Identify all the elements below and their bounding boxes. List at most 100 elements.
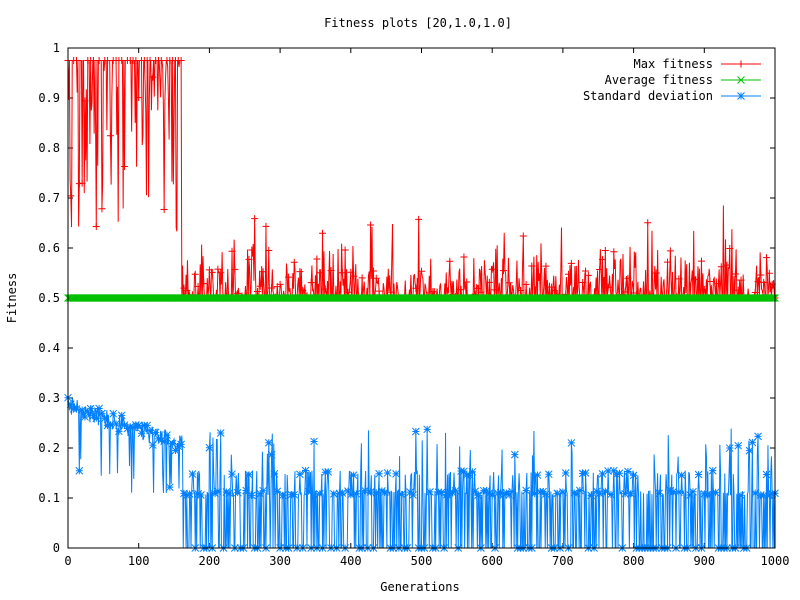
data-point bbox=[664, 258, 672, 266]
data-point bbox=[92, 414, 101, 423]
data-point bbox=[146, 426, 154, 435]
data-point bbox=[81, 413, 89, 421]
data-point bbox=[582, 267, 590, 275]
data-point bbox=[268, 284, 276, 292]
data-point bbox=[737, 92, 745, 100]
data-point bbox=[149, 73, 157, 81]
data-point bbox=[222, 488, 231, 496]
data-point bbox=[460, 253, 468, 261]
data-point bbox=[208, 268, 216, 276]
data-point bbox=[596, 266, 604, 274]
data-point bbox=[768, 489, 777, 498]
data-point bbox=[217, 269, 225, 277]
data-point bbox=[392, 470, 400, 478]
data-point bbox=[725, 444, 734, 452]
data-point bbox=[626, 489, 635, 498]
data-point bbox=[579, 279, 587, 287]
data-point bbox=[443, 490, 451, 499]
x-tick-label: 600 bbox=[481, 554, 503, 568]
data-point bbox=[285, 273, 293, 281]
y-tick-label: 0.4 bbox=[38, 341, 60, 355]
data-point bbox=[165, 483, 174, 492]
data-point bbox=[737, 76, 745, 84]
data-point bbox=[700, 490, 709, 498]
legend-item: Standard deviation bbox=[583, 89, 761, 103]
data-point bbox=[559, 488, 567, 496]
data-point bbox=[174, 442, 183, 451]
series-avg bbox=[64, 294, 779, 302]
data-point bbox=[711, 488, 720, 497]
data-point bbox=[247, 491, 256, 500]
axis-ticks: 0 100 200 300 400 500 600 700 800 900 1000 0 0.1 0.2 0… bbox=[38, 41, 789, 568]
data-point bbox=[717, 263, 725, 271]
data-point bbox=[290, 490, 299, 499]
data-point bbox=[644, 219, 652, 227]
data-point bbox=[329, 490, 338, 498]
data-point bbox=[652, 269, 660, 277]
data-point bbox=[598, 256, 606, 264]
data-point bbox=[474, 491, 482, 500]
data-point bbox=[135, 94, 143, 102]
data-point bbox=[508, 487, 516, 496]
data-point bbox=[488, 265, 496, 273]
data-point bbox=[98, 409, 106, 418]
data-point bbox=[415, 215, 423, 223]
data-point bbox=[581, 469, 590, 477]
data-point bbox=[117, 411, 126, 420]
data-point bbox=[367, 221, 375, 229]
x-tick-label: 800 bbox=[623, 554, 645, 568]
data-point bbox=[350, 272, 358, 280]
data-point bbox=[191, 270, 199, 278]
data-point bbox=[567, 259, 575, 267]
data-point bbox=[565, 270, 573, 278]
data-point bbox=[134, 421, 143, 430]
data-point bbox=[561, 469, 570, 477]
data-point bbox=[228, 470, 236, 479]
data-point bbox=[177, 57, 185, 64]
data-point bbox=[72, 405, 81, 413]
data-point bbox=[171, 446, 180, 455]
series-std bbox=[64, 393, 779, 552]
data-point bbox=[578, 469, 587, 478]
legend-item: Max fitness bbox=[634, 57, 761, 71]
y-tick-label: 0.6 bbox=[38, 241, 60, 255]
data-point bbox=[762, 470, 771, 479]
data-point bbox=[245, 470, 253, 479]
data-point bbox=[182, 491, 191, 500]
x-tick-label: 200 bbox=[199, 554, 221, 568]
data-point bbox=[397, 490, 406, 499]
data-point bbox=[760, 278, 768, 286]
data-point bbox=[361, 486, 369, 495]
plot-frame bbox=[67, 47, 776, 549]
x-tick-label: 500 bbox=[411, 554, 433, 568]
y-tick-label: 0.2 bbox=[38, 441, 60, 455]
data-point bbox=[463, 278, 471, 286]
data-point bbox=[214, 487, 222, 496]
data-point bbox=[259, 486, 267, 495]
data-point bbox=[259, 268, 267, 276]
data-point bbox=[137, 429, 146, 438]
data-point bbox=[411, 427, 420, 436]
data-point bbox=[148, 441, 157, 449]
data-point bbox=[197, 491, 205, 499]
data-point bbox=[700, 285, 708, 293]
data-point bbox=[576, 486, 584, 495]
data-point bbox=[349, 471, 358, 479]
data-point bbox=[544, 470, 553, 479]
y-tick-label: 0.5 bbox=[38, 291, 60, 305]
data-point bbox=[157, 436, 166, 444]
data-point bbox=[112, 419, 120, 428]
data-point bbox=[78, 406, 86, 414]
data-point bbox=[468, 467, 477, 476]
data-point bbox=[228, 247, 236, 255]
data-point bbox=[66, 400, 75, 409]
data-point bbox=[528, 262, 536, 270]
y-tick-label: 0.3 bbox=[38, 391, 60, 405]
data-point bbox=[759, 491, 768, 500]
data-point bbox=[499, 491, 508, 499]
data-point bbox=[604, 467, 613, 475]
y-tick-label: 0.1 bbox=[38, 491, 60, 505]
data-point bbox=[714, 280, 722, 288]
data-point bbox=[530, 489, 539, 498]
data-point bbox=[751, 489, 760, 497]
